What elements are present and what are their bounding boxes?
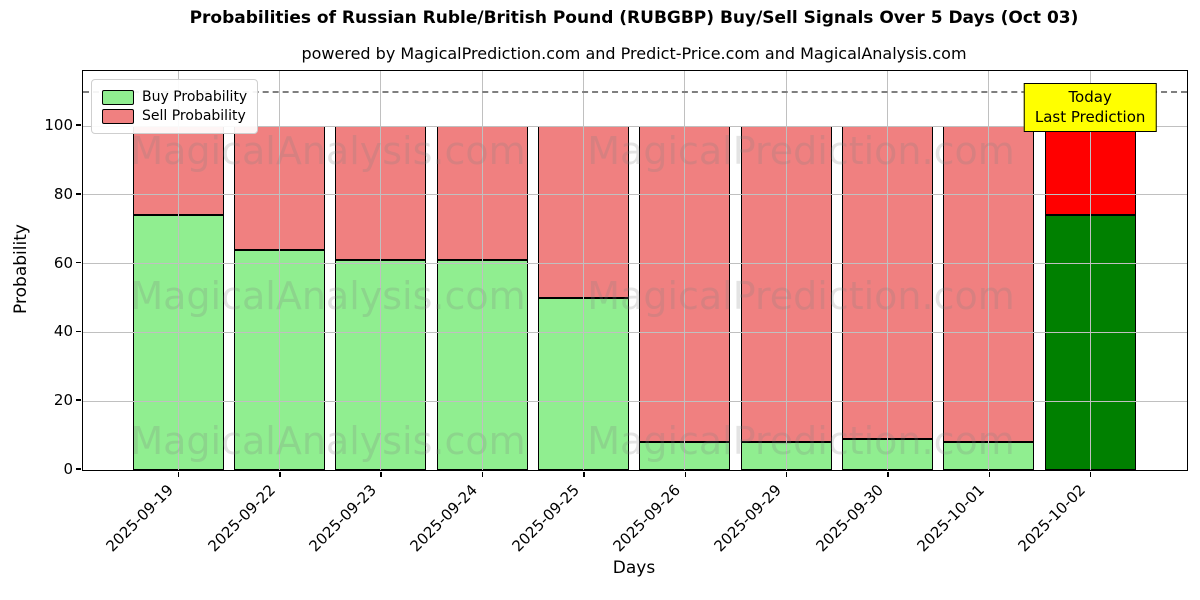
y-tick-label: 60 [53, 253, 73, 272]
x-tick-mark [380, 472, 382, 477]
y-tick-mark [76, 261, 81, 264]
x-tick-label: 2025-09-26 [609, 481, 684, 556]
legend-label-sell: Sell Probability [142, 108, 246, 124]
horizontal-gridline [83, 263, 1187, 265]
legend-label-buy: Buy Probability [142, 89, 248, 105]
plot-area: Buy Probability Sell Probability Today L… [82, 70, 1188, 471]
buy-color-swatch [102, 89, 134, 105]
sell-color-swatch [102, 108, 134, 124]
x-axis-label: Days [612, 558, 656, 578]
y-tick-label: 20 [53, 391, 73, 410]
x-tick-mark [887, 472, 889, 477]
y-tick-mark [76, 124, 81, 126]
chart-subtitle: powered by MagicalPrediction.com and Pre… [301, 44, 967, 63]
x-tick-mark [481, 472, 484, 477]
y-tick-label: 100 [44, 116, 73, 135]
vertical-gridline [785, 71, 787, 470]
vertical-gridline [988, 71, 990, 470]
y-tick-label: 80 [53, 184, 73, 203]
x-tick-mark [583, 472, 585, 477]
vertical-gridline [380, 71, 382, 470]
y-tick-mark [76, 193, 81, 195]
vertical-gridline [177, 71, 179, 470]
x-tick-label: 2025-09-29 [710, 481, 786, 556]
x-tick-mark [988, 472, 991, 477]
chart-title: Probabilities of Russian Ruble/British P… [189, 8, 1079, 28]
vertical-gridline [582, 71, 584, 470]
vertical-gridline [1089, 71, 1091, 470]
x-tick-label: 2025-09-24 [406, 481, 482, 556]
annotation-line2: Last Prediction [1034, 108, 1146, 127]
x-tick-label: 2025-09-19 [102, 481, 178, 556]
today-annotation: Today Last Prediction [1023, 83, 1157, 132]
x-tick-label: 2025-09-25 [508, 481, 583, 556]
x-tick-label: 2025-09-30 [812, 481, 887, 556]
x-tick-mark [1089, 472, 1092, 477]
annotation-line1: Today [1068, 88, 1112, 106]
x-tick-label: 2025-09-23 [305, 481, 380, 556]
x-tick-mark [785, 472, 788, 477]
x-tick-mark [177, 472, 180, 477]
y-tick-label: 40 [53, 322, 73, 341]
x-tick-mark [684, 472, 686, 477]
vertical-gridline [886, 71, 888, 470]
y-tick-mark [76, 330, 81, 333]
y-tick-label: 0 [63, 460, 73, 478]
y-axis-label: Probability [11, 224, 31, 314]
x-tick-label: 2025-09-22 [204, 481, 279, 556]
y-tick-mark [76, 399, 81, 401]
horizontal-gridline [83, 331, 1187, 333]
horizontal-gridline [83, 125, 1187, 127]
vertical-gridline [278, 71, 280, 470]
legend-box: Buy Probability Sell Probability [91, 79, 259, 134]
y-tick-mark [76, 468, 81, 470]
x-tick-label: 2025-10-01 [913, 481, 989, 556]
vertical-gridline [481, 71, 483, 470]
legend-item-sell: Sell Probability [102, 108, 247, 124]
legend-item-buy: Buy Probability [102, 89, 247, 105]
horizontal-gridline [83, 400, 1187, 402]
dashed-threshold-line [83, 90, 1187, 93]
vertical-gridline [684, 71, 686, 470]
x-tick-label: 2025-10-02 [1015, 481, 1090, 556]
x-tick-mark [279, 472, 281, 477]
horizontal-gridline [83, 194, 1187, 196]
